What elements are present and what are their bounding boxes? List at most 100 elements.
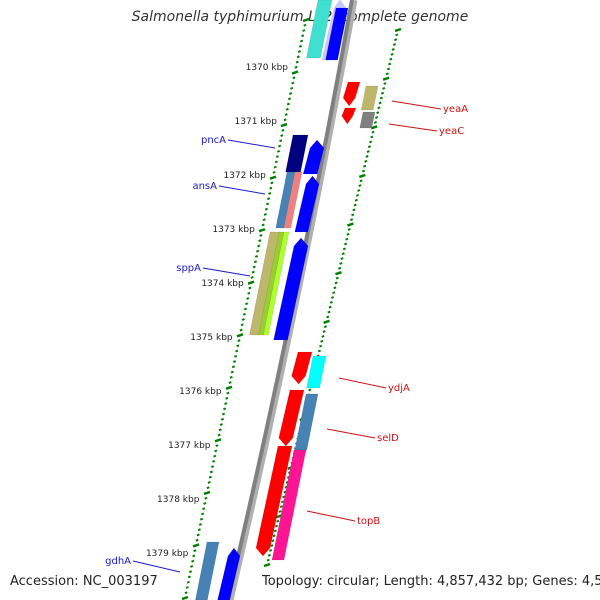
right-ruler-minor-tick [319, 344, 323, 348]
feature-block [360, 85, 379, 111]
right-ruler-major-tick [335, 270, 342, 276]
left-ruler-minor-tick [300, 39, 304, 43]
ruler-label: 1376 kbp [179, 387, 222, 397]
left-ruler-minor-tick [303, 23, 307, 27]
right-ruler-minor-tick [373, 120, 377, 124]
left-ruler-minor-tick [230, 370, 234, 374]
gene-label: yeaC [439, 126, 464, 137]
right-ruler-minor-tick [361, 169, 366, 173]
ruler-label: 1377 kbp [168, 441, 211, 451]
left-ruler-minor-tick [203, 501, 207, 505]
left-ruler-minor-tick [198, 523, 202, 526]
gene-label: gdhA [105, 556, 131, 567]
right-ruler-minor-tick [328, 305, 332, 309]
genes-count-label: Genes: 4,541 [532, 574, 600, 589]
gene-leader-line [202, 267, 251, 277]
left-ruler-minor-tick [239, 328, 243, 332]
right-ruler-minor-tick [349, 218, 354, 222]
left-ruler-minor-tick [291, 81, 295, 85]
feature-block [342, 81, 361, 107]
right-ruler-minor-tick [308, 388, 312, 392]
left-ruler-minor-tick [215, 444, 219, 448]
gene-label: ydjA [388, 383, 410, 394]
feature-block [195, 541, 220, 600]
right-ruler-minor-tick [395, 33, 399, 37]
right-ruler-minor-tick [335, 276, 339, 280]
left-ruler-minor-tick [199, 517, 204, 521]
left-ruler-minor-tick [237, 339, 241, 342]
right-ruler-major-tick [394, 27, 402, 33]
right-ruler-minor-tick [380, 91, 385, 95]
right-ruler-minor-tick [270, 544, 274, 547]
feature-block [285, 134, 309, 173]
left-ruler-minor-tick [224, 402, 228, 406]
right-ruler-minor-tick [383, 82, 387, 85]
left-ruler-minor-tick [274, 160, 278, 164]
left-ruler-minor-tick [292, 76, 296, 80]
left-ruler-minor-tick [262, 218, 266, 222]
right-ruler-minor-tick [330, 296, 335, 299]
right-ruler-minor-tick [351, 213, 355, 217]
right-ruler-minor-tick [329, 300, 333, 304]
right-ruler-minor-tick [392, 43, 397, 47]
right-ruler-minor-tick [394, 38, 398, 42]
right-ruler-minor-tick [327, 310, 331, 314]
left-ruler-minor-tick [250, 276, 254, 279]
left-ruler-minor-tick [281, 128, 285, 132]
left-ruler-minor-tick [197, 528, 201, 532]
left-ruler-minor-tick [204, 496, 208, 500]
feature-block [255, 445, 293, 557]
right-ruler-minor-tick [371, 130, 375, 134]
gene-label: ansA [192, 181, 217, 192]
right-ruler-minor-tick [280, 500, 285, 504]
right-ruler-minor-tick [326, 315, 330, 319]
right-ruler-minor-tick [355, 193, 360, 197]
ruler-label: 1370 kbp [246, 63, 289, 73]
left-ruler-minor-tick [295, 60, 299, 64]
left-ruler-minor-tick [302, 29, 306, 32]
right-ruler-minor-tick [345, 237, 349, 241]
left-ruler-minor-tick [220, 417, 224, 421]
left-ruler-minor-tick [268, 191, 272, 195]
right-ruler-minor-tick [276, 519, 280, 523]
feature-block [341, 107, 357, 125]
right-ruler-minor-tick [379, 96, 383, 100]
feature-block [263, 231, 290, 336]
left-ruler-minor-tick [186, 580, 190, 584]
left-ruler-minor-tick [251, 270, 255, 274]
left-ruler-minor-tick [259, 234, 263, 237]
left-ruler-minor-tick [208, 475, 212, 479]
left-ruler-minor-tick [207, 480, 211, 484]
left-ruler-minor-tick [210, 465, 215, 469]
left-ruler-minor-tick [226, 391, 230, 395]
left-ruler-minor-tick [209, 470, 213, 474]
feature-block [273, 237, 309, 341]
feature-block [291, 351, 313, 385]
genome-info: Topology: circular; Length: 4,857,432 bp… [262, 574, 600, 589]
left-ruler-minor-tick [218, 428, 222, 432]
left-ruler-minor-tick [188, 570, 193, 574]
left-ruler-major-tick [302, 17, 310, 23]
left-ruler-major-tick [258, 227, 266, 233]
left-ruler-minor-tick [221, 412, 226, 416]
gene-leader-line [306, 510, 356, 522]
left-ruler-minor-tick [254, 255, 259, 258]
left-ruler-minor-tick [234, 354, 238, 358]
right-ruler-minor-tick [340, 257, 344, 261]
left-ruler-major-tick [280, 122, 288, 128]
left-ruler-minor-tick [297, 50, 301, 53]
left-ruler-minor-tick [253, 260, 257, 264]
right-ruler-minor-tick [333, 286, 337, 290]
left-ruler-minor-tick [202, 507, 206, 511]
feature-block [306, 355, 327, 389]
left-ruler-major-tick [181, 595, 189, 600]
ruler-label: 1373 kbp [212, 225, 255, 235]
feature-block [359, 111, 376, 129]
left-ruler-minor-tick [241, 318, 245, 321]
gene-label: topB [357, 516, 380, 527]
right-ruler-minor-tick [317, 349, 321, 353]
right-ruler-minor-tick [369, 140, 373, 144]
gene-label: sppA [176, 263, 201, 274]
left-ruler-minor-tick [294, 65, 298, 69]
